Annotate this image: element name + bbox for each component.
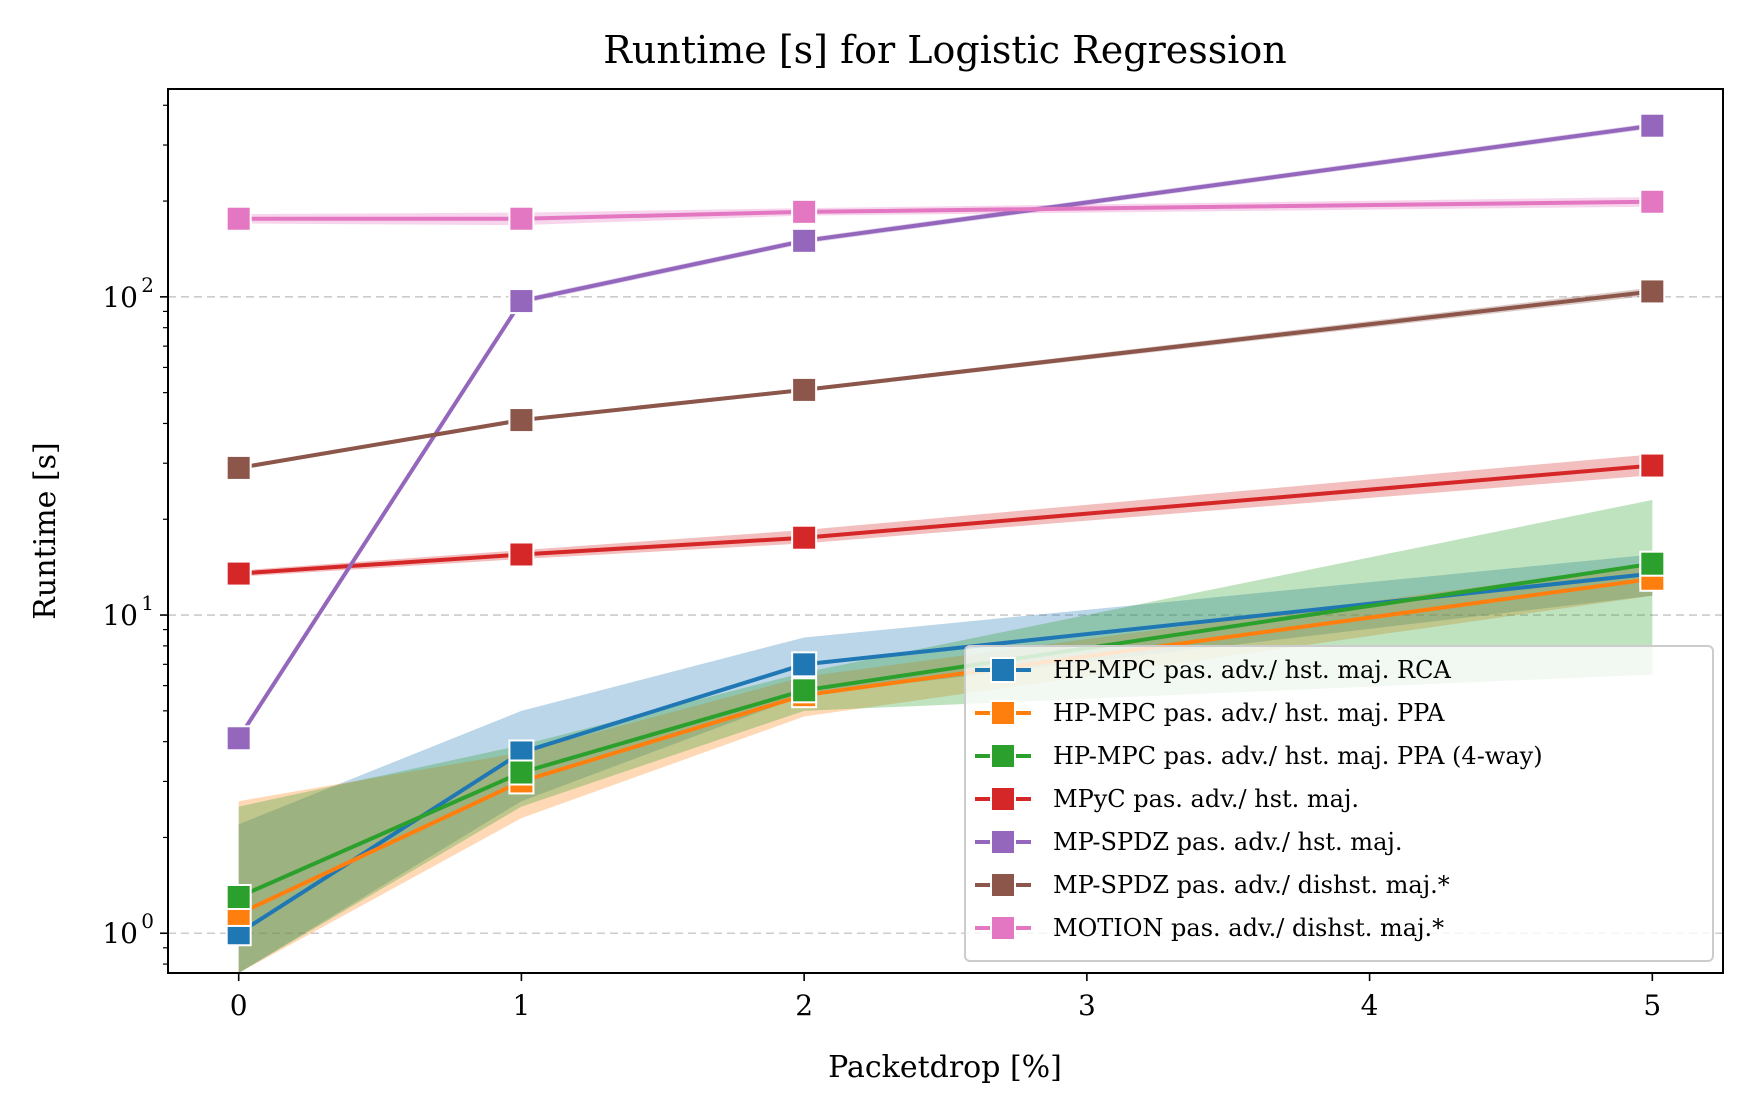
x-tick-label-5: 5 bbox=[1643, 989, 1661, 1022]
legend-marker-hp-mpc-pas-adv-hst-maj-ppa-4-way bbox=[990, 743, 1016, 769]
mp-spdz-pas-adv-dishst-maj-point-2 bbox=[791, 376, 818, 403]
hp-mpc-pas-adv-hst-maj-ppa-4-way-point-0 bbox=[225, 883, 252, 910]
y-axis-label: Runtime [s] bbox=[28, 442, 63, 619]
chart-title: Runtime [s] for Logistic Regression bbox=[603, 28, 1286, 72]
x-tick-label-3: 3 bbox=[1078, 989, 1096, 1022]
mp-spdz-pas-adv-dishst-maj-point-1 bbox=[508, 407, 535, 434]
mp-spdz-pas-adv-dishst-maj-line bbox=[238, 289, 1653, 470]
mpyc-pas-adv-hst-maj-point-3 bbox=[1639, 452, 1666, 479]
legend-label-mpyc-pas-adv-hst-maj: MPyC pas. adv./ hst. maj. bbox=[1053, 785, 1359, 813]
legend-label-mp-spdz-pas-adv-dishst-maj: MP-SPDZ pas. adv./ dishst. maj.* bbox=[1053, 871, 1450, 899]
x-tick-label-4: 4 bbox=[1361, 989, 1379, 1022]
legend: HP-MPC pas. adv./ hst. maj. RCA HP-MPC pa… bbox=[964, 645, 1714, 962]
legend-label-hp-mpc-pas-adv-hst-maj-rca: HP-MPC pas. adv./ hst. maj. RCA bbox=[1053, 656, 1451, 684]
mp-spdz-pas-adv-dishst-maj-point-3 bbox=[1639, 278, 1666, 305]
legend-marker-mpyc-pas-adv-hst-maj bbox=[990, 786, 1016, 812]
y-tick-exponent-1: 1 bbox=[141, 591, 154, 615]
mp-spdz-pas-adv-hst-maj-point-2 bbox=[791, 227, 818, 254]
legend-label-mp-spdz-pas-adv-hst-maj: MP-SPDZ pas. adv./ hst. maj. bbox=[1053, 828, 1402, 856]
hp-mpc-pas-adv-hst-maj-ppa-4-way-point-2 bbox=[791, 677, 818, 704]
legend-label-hp-mpc-pas-adv-hst-maj-ppa-4-way: HP-MPC pas. adv./ hst. maj. PPA (4-way) bbox=[1053, 742, 1543, 770]
legend-marker-hp-mpc-pas-adv-hst-maj-ppa bbox=[990, 700, 1016, 726]
x-tick-label-1: 1 bbox=[512, 989, 530, 1022]
motion-pas-adv-dishst-maj-line bbox=[238, 199, 1653, 221]
mpyc-pas-adv-hst-maj-point-1 bbox=[508, 541, 535, 568]
mpyc-pas-adv-hst-maj-line bbox=[238, 463, 1653, 576]
legend-label-motion-pas-adv-dishst-maj: MOTION pas. adv./ dishst. maj.* bbox=[1053, 914, 1444, 942]
mpyc-pas-adv-hst-maj-band bbox=[238, 454, 1653, 577]
mp-spdz-pas-adv-hst-maj-point-3 bbox=[1639, 112, 1666, 139]
hp-mpc-pas-adv-hst-maj-ppa-4-way-line bbox=[237, 561, 1653, 899]
mp-spdz-pas-adv-hst-maj-point-0 bbox=[225, 725, 252, 752]
motion-pas-adv-dishst-maj-point-3 bbox=[1639, 188, 1666, 215]
mpyc-pas-adv-hst-maj-point-0 bbox=[225, 560, 252, 587]
y-tick-label-2: 10 bbox=[102, 281, 138, 314]
legend-marker-hp-mpc-pas-adv-hst-maj-rca bbox=[990, 657, 1016, 683]
y-tick-exponent-0: 0 bbox=[141, 909, 154, 933]
x-tick-label-0: 0 bbox=[230, 989, 248, 1022]
y-tick-label-1: 10 bbox=[102, 599, 138, 632]
mp-spdz-pas-adv-dishst-maj-point-0 bbox=[225, 454, 252, 481]
motion-pas-adv-dishst-maj-point-0 bbox=[225, 205, 252, 232]
mpyc-pas-adv-hst-maj-point-2 bbox=[791, 524, 818, 551]
legend-marker-motion-pas-adv-dishst-maj bbox=[990, 915, 1016, 941]
hp-mpc-pas-adv-hst-maj-ppa-line bbox=[237, 576, 1653, 916]
motion-pas-adv-dishst-maj-point-1 bbox=[508, 205, 535, 232]
mp-spdz-pas-adv-hst-maj-line bbox=[237, 123, 1653, 740]
legend-box bbox=[964, 645, 1714, 962]
legend-marker-mp-spdz-pas-adv-dishst-maj bbox=[990, 872, 1016, 898]
plot-frame bbox=[167, 88, 1724, 974]
x-axis-label: Packetdrop [%] bbox=[828, 1050, 1062, 1085]
hp-mpc-pas-adv-hst-maj-rca-point-2 bbox=[791, 651, 818, 678]
mp-spdz-pas-adv-hst-maj-point-1 bbox=[508, 288, 535, 315]
x-tick-label-2: 2 bbox=[795, 989, 813, 1022]
hp-mpc-pas-adv-hst-maj-ppa-4-way-point-3 bbox=[1639, 550, 1666, 577]
hp-mpc-pas-adv-hst-maj-rca-line bbox=[237, 571, 1653, 935]
y-tick-label-0: 10 bbox=[102, 917, 138, 950]
plot-area bbox=[168, 112, 1723, 973]
motion-pas-adv-dishst-maj-point-2 bbox=[791, 198, 818, 225]
series-markers bbox=[225, 112, 1666, 947]
legend-marker-mp-spdz-pas-adv-hst-maj bbox=[990, 829, 1016, 855]
hp-mpc-pas-adv-hst-maj-ppa-4-way-point-1 bbox=[508, 759, 535, 786]
series-lines bbox=[237, 123, 1653, 935]
y-tick-exponent-2: 2 bbox=[141, 273, 154, 297]
legend-label-hp-mpc-pas-adv-hst-maj-ppa: HP-MPC pas. adv./ hst. maj. PPA bbox=[1053, 699, 1445, 727]
